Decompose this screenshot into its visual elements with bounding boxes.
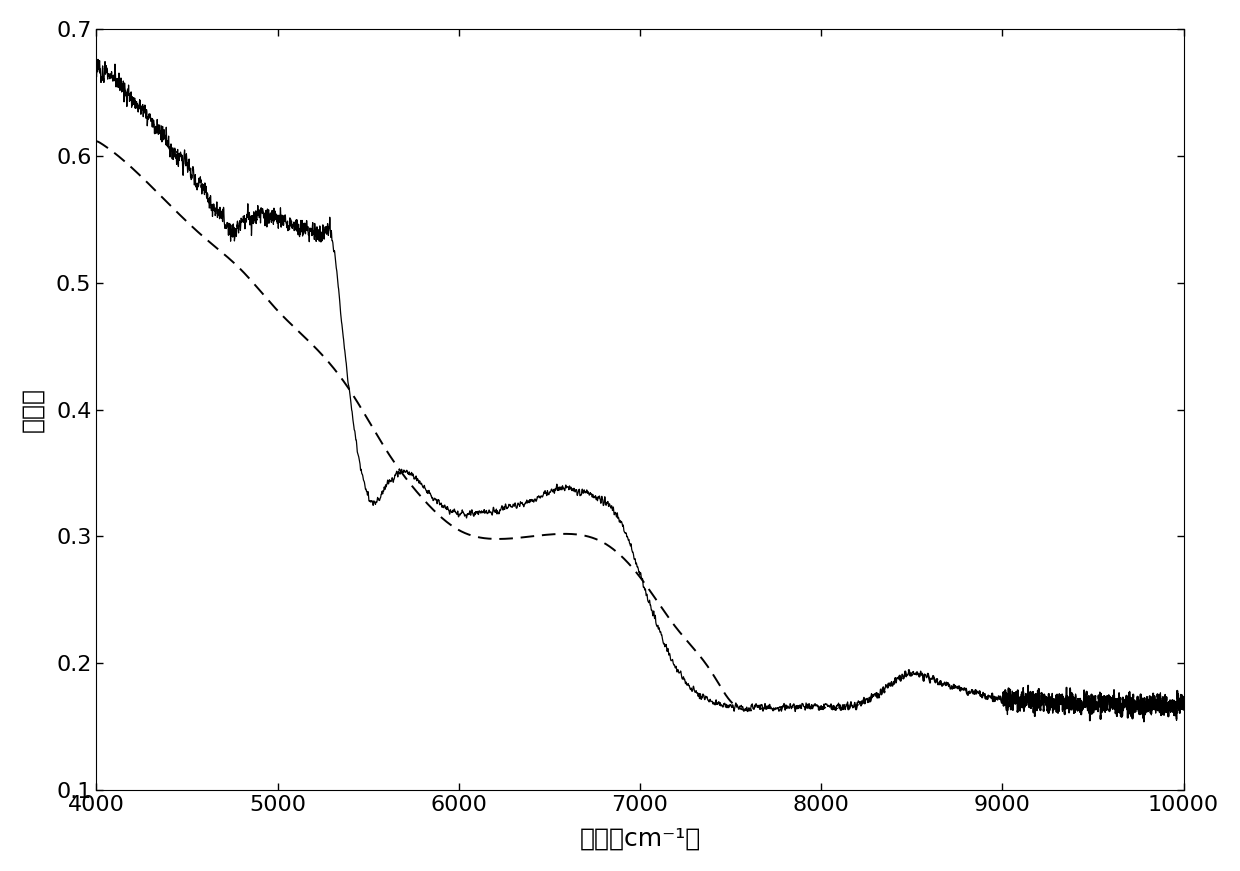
X-axis label: 波长（cm⁻¹）: 波长（cm⁻¹） [579, 827, 701, 850]
Y-axis label: 吸光度: 吸光度 [21, 387, 45, 432]
